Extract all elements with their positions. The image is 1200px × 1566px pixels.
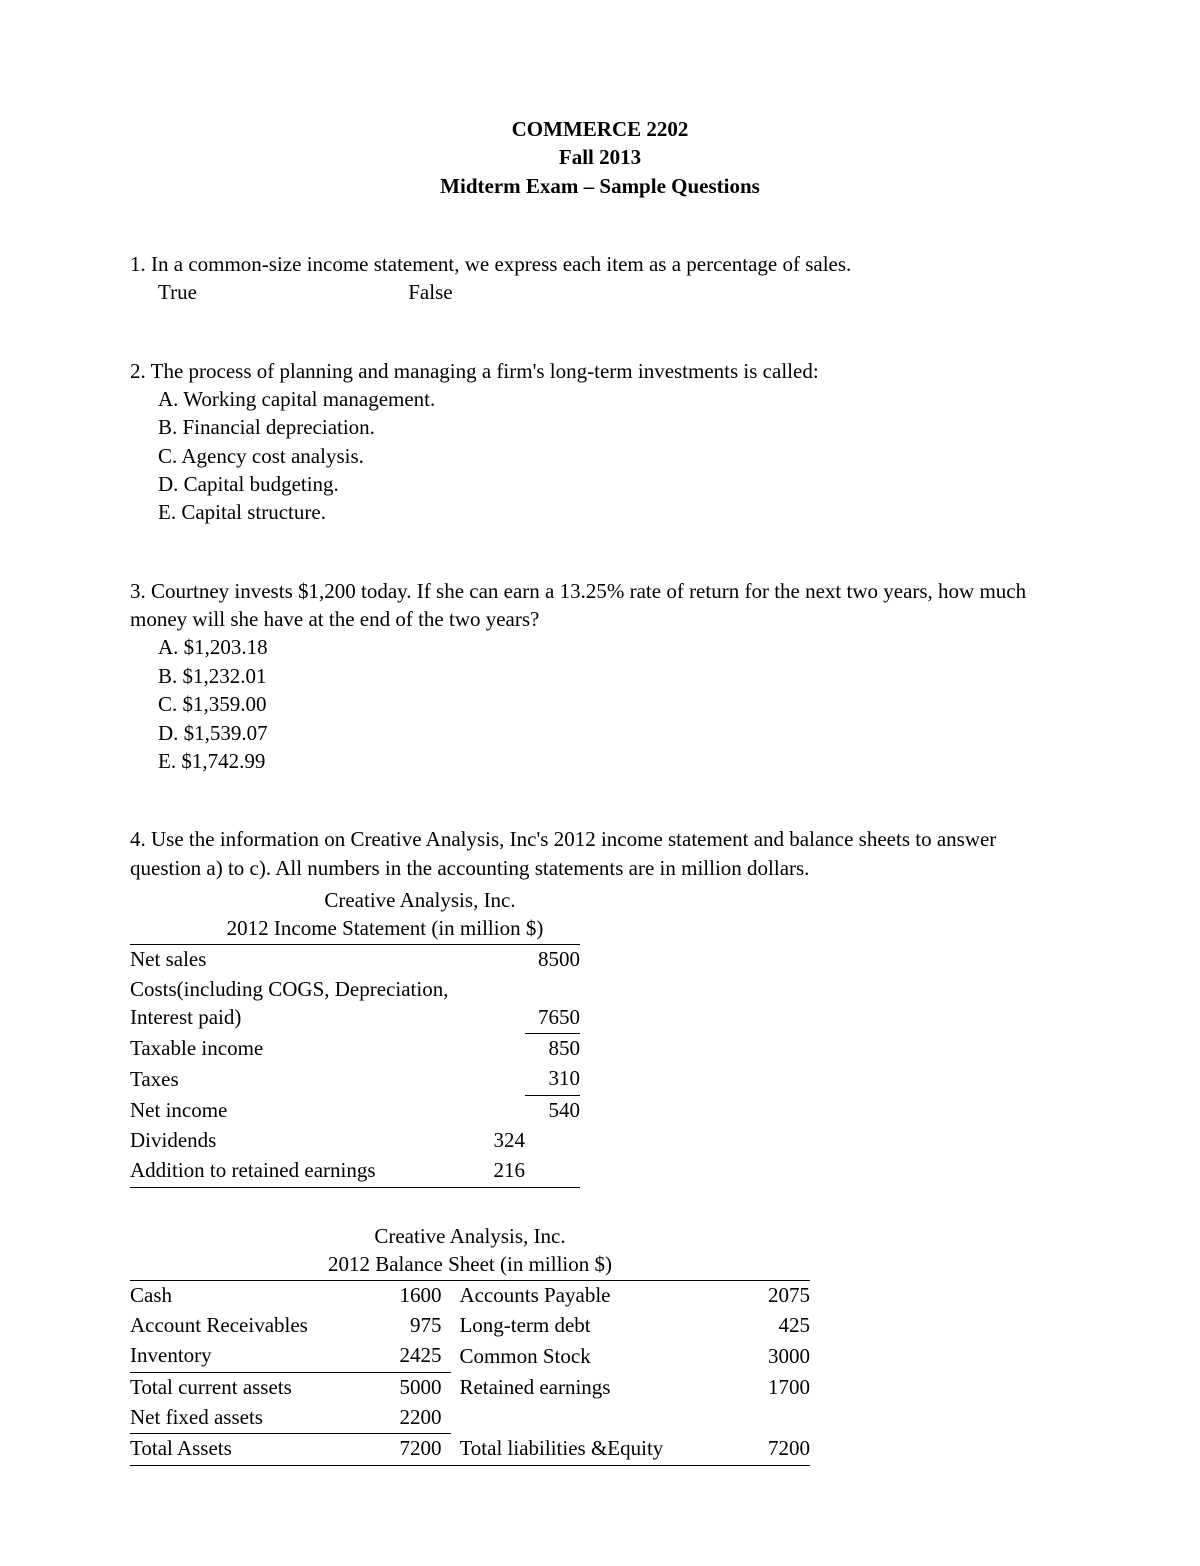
option-a: A. $1,203.18 xyxy=(158,633,1070,661)
cell-label: Taxes xyxy=(130,1064,470,1095)
cell-value: 7200 xyxy=(377,1434,451,1465)
table-row: Net income 540 xyxy=(130,1095,580,1126)
cell-label: Net income xyxy=(130,1095,470,1126)
cell-value: 8500 xyxy=(525,945,580,975)
question-1-truefalse: True False xyxy=(130,278,1070,306)
income-caption: Creative Analysis, Inc. xyxy=(130,886,580,914)
option-e: E. Capital structure. xyxy=(158,498,1070,526)
cell-value: 2200 xyxy=(377,1403,451,1434)
option-c: C. Agency cost analysis. xyxy=(158,442,1070,470)
cell-value: 1700 xyxy=(736,1372,810,1403)
option-c: C. $1,359.00 xyxy=(158,690,1070,718)
cell-value: 425 xyxy=(736,1311,810,1341)
header-line-1: COMMERCE 2202 xyxy=(130,115,1070,143)
table-row: Addition to retained earnings 216 xyxy=(130,1156,580,1187)
option-true: True xyxy=(158,278,403,306)
table-row: Inventory 2425 Common Stock 3000 xyxy=(130,1341,810,1372)
cell-label: Inventory xyxy=(130,1341,377,1372)
document-header: COMMERCE 2202 Fall 2013 Midterm Exam – S… xyxy=(130,115,1070,200)
cell-value xyxy=(470,975,525,1034)
cell-label: Accounts Payable xyxy=(451,1281,735,1311)
table-row: Taxes 310 xyxy=(130,1064,580,1095)
cell-label: Total liabilities &Equity xyxy=(451,1434,735,1465)
cell-label: Total current assets xyxy=(130,1372,377,1403)
table-row: Account Receivables 975 Long-term debt 4… xyxy=(130,1311,810,1341)
cell-label: Dividends xyxy=(130,1126,470,1156)
cell-label: Addition to retained earnings xyxy=(130,1156,470,1187)
cell-value xyxy=(470,945,525,975)
cell-value: 7200 xyxy=(736,1434,810,1465)
cell-value xyxy=(470,1064,525,1095)
cell-value: 1600 xyxy=(377,1281,451,1311)
cell-label: Net sales xyxy=(130,945,470,975)
cell-value: 2075 xyxy=(736,1281,810,1311)
cell-value: 216 xyxy=(470,1156,525,1187)
table-row: Cash 1600 Accounts Payable 2075 xyxy=(130,1281,810,1311)
table-row: Net fixed assets 2200 xyxy=(130,1403,810,1434)
header-line-2: Fall 2013 xyxy=(130,143,1070,171)
option-a: A. Working capital management. xyxy=(158,385,1070,413)
header-line-3: Midterm Exam – Sample Questions xyxy=(130,172,1070,200)
balance-sheet-subcaption: 2012 Balance Sheet (in million $) xyxy=(130,1250,810,1280)
income-table: Net sales 8500 Costs(including COGS, Dep… xyxy=(130,945,580,1188)
table-row: Net sales 8500 xyxy=(130,945,580,975)
balance-sheet-caption: Creative Analysis, Inc. xyxy=(130,1222,810,1250)
question-2: 2. The process of planning and managing … xyxy=(130,357,1070,527)
cell-value: 850 xyxy=(525,1034,580,1065)
cell-value: 5000 xyxy=(377,1372,451,1403)
question-1-text: 1. In a common-size income statement, we… xyxy=(130,250,1070,278)
cell-label xyxy=(451,1403,735,1434)
cell-value: 324 xyxy=(470,1126,525,1156)
table-row: Total Assets 7200 Total liabilities &Equ… xyxy=(130,1434,810,1465)
cell-value xyxy=(525,1156,580,1187)
question-1: 1. In a common-size income statement, we… xyxy=(130,250,1070,307)
balance-sheet: Creative Analysis, Inc. 2012 Balance She… xyxy=(130,1222,810,1466)
cell-value xyxy=(736,1403,810,1434)
question-2-options: A. Working capital management. B. Financ… xyxy=(130,385,1070,527)
cell-value: 7650 xyxy=(525,975,580,1034)
income-subcaption: 2012 Income Statement (in million $) xyxy=(130,914,580,944)
cell-value: 2425 xyxy=(377,1341,451,1372)
cell-value xyxy=(470,1034,525,1065)
cell-value xyxy=(525,1126,580,1156)
question-3-text: 3. Courtney invests $1,200 today. If she… xyxy=(130,577,1070,634)
option-b: B. Financial depreciation. xyxy=(158,413,1070,441)
document-page: COMMERCE 2202 Fall 2013 Midterm Exam – S… xyxy=(0,0,1200,1566)
question-3-options: A. $1,203.18 B. $1,232.01 C. $1,359.00 D… xyxy=(130,633,1070,775)
cell-label: Account Receivables xyxy=(130,1311,377,1341)
table-row: Costs(including COGS, Depreciation, Inte… xyxy=(130,975,580,1034)
option-false: False xyxy=(408,280,452,304)
cell-label: Long-term debt xyxy=(451,1311,735,1341)
option-e: E. $1,742.99 xyxy=(158,747,1070,775)
cell-label: Costs(including COGS, Depreciation, Inte… xyxy=(130,975,470,1034)
cell-label: Taxable income xyxy=(130,1034,470,1065)
cell-label: Common Stock xyxy=(451,1341,735,1372)
cell-value: 310 xyxy=(525,1064,580,1095)
option-d: D. $1,539.07 xyxy=(158,719,1070,747)
cell-value xyxy=(470,1095,525,1126)
option-d: D. Capital budgeting. xyxy=(158,470,1070,498)
cell-label: Total Assets xyxy=(130,1434,377,1465)
cell-label: Retained earnings xyxy=(451,1372,735,1403)
table-row: Total current assets 5000 Retained earni… xyxy=(130,1372,810,1403)
cell-label: Net fixed assets xyxy=(130,1403,377,1434)
question-4-text: 4. Use the information on Creative Analy… xyxy=(130,825,1070,882)
table-row: Taxable income 850 xyxy=(130,1034,580,1065)
balance-sheet-table: Cash 1600 Accounts Payable 2075 Account … xyxy=(130,1281,810,1466)
question-3: 3. Courtney invests $1,200 today. If she… xyxy=(130,577,1070,775)
option-b: B. $1,232.01 xyxy=(158,662,1070,690)
question-2-text: 2. The process of planning and managing … xyxy=(130,357,1070,385)
table-row: Dividends 324 xyxy=(130,1126,580,1156)
cell-value: 3000 xyxy=(736,1341,810,1372)
question-4: 4. Use the information on Creative Analy… xyxy=(130,825,1070,1465)
cell-value: 540 xyxy=(525,1095,580,1126)
cell-value: 975 xyxy=(377,1311,451,1341)
cell-label: Cash xyxy=(130,1281,377,1311)
income-statement: Creative Analysis, Inc. 2012 Income Stat… xyxy=(130,886,580,1188)
